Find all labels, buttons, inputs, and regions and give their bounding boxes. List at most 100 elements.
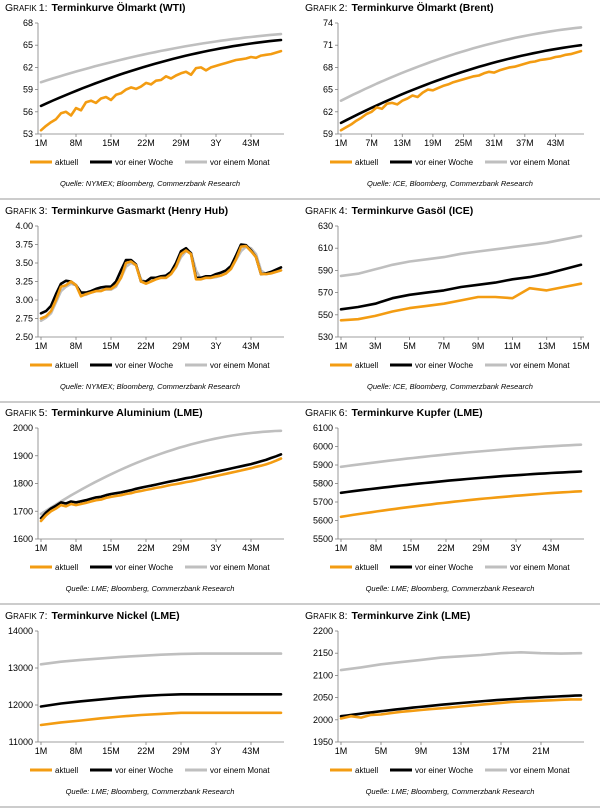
chart-label-prefix-rest: RAFIK — [13, 409, 37, 418]
y-tick-label: 14000 — [8, 626, 33, 636]
x-tick-label: 43M — [242, 543, 260, 553]
series-line-aktuell — [39, 711, 283, 726]
y-tick-label: 3.75 — [15, 239, 33, 249]
legend-label: vor einer Woche — [115, 158, 174, 167]
chart-number: 2: — [339, 2, 348, 14]
series-line-aktuell — [39, 49, 283, 132]
x-tick-label: 29M — [172, 138, 190, 148]
legend-label: vor einem Monat — [510, 158, 570, 167]
series-line-monat — [339, 443, 583, 469]
chart-title: GRAFIK 4: Terminkurve Gasöl (ICE) — [305, 205, 473, 217]
series-line-aktuell — [339, 49, 583, 132]
y-tick-label: 59 — [323, 129, 333, 139]
legend-label: vor einem Monat — [210, 158, 270, 167]
chart-label-prefix: G — [5, 2, 13, 14]
chart-number: 3: — [39, 205, 48, 217]
y-tick-label: 3.25 — [15, 276, 33, 286]
y-tick-label: 56 — [23, 107, 33, 117]
x-tick-label: 9M — [472, 341, 485, 351]
x-tick-label: 43M — [542, 543, 560, 553]
legend-label: aktuell — [355, 563, 378, 572]
x-tick-label: 13M — [538, 341, 556, 351]
y-tick-label: 2.75 — [15, 313, 33, 323]
y-tick-label: 1700 — [13, 506, 33, 516]
series-line-monat — [39, 651, 283, 666]
chart-label-prefix: G — [305, 205, 313, 217]
chart-label-prefix-rest: RAFIK — [313, 4, 337, 13]
chart-svg: GRAFIK 3: Terminkurve Gasmarkt (Henry Hub)… — [0, 205, 300, 402]
x-tick-label: 29M — [172, 543, 190, 553]
chart-panel-7: GRAFIK 7: Terminkurve Nickel (LME) 11000 120… — [0, 608, 300, 810]
chart-title-text: Terminkurve Gasöl (ICE) — [352, 205, 474, 217]
x-tick-label: 5M — [403, 341, 416, 351]
series-line-monat — [339, 650, 583, 671]
y-tick-label: 74 — [323, 18, 333, 28]
y-tick-label: 6000 — [313, 442, 333, 452]
chart-source: Quelle: LME; Bloomberg, Commerzbank Rese… — [66, 584, 235, 593]
chart-panel-1: GRAFIK 1: Terminkurve Ölmarkt (WTI) 53 56 59 6… — [0, 0, 300, 203]
x-tick-label: 8M — [370, 543, 383, 553]
chart-number: 1: — [39, 2, 48, 14]
x-tick-label: 22M — [137, 341, 155, 351]
y-tick-label: 2100 — [313, 670, 333, 680]
x-tick-label: 43M — [242, 138, 260, 148]
chart-label-prefix-rest: RAFIK — [313, 409, 337, 418]
chart-label-prefix: G — [305, 610, 313, 622]
chart-svg: GRAFIK 8: Terminkurve Zink (LME) 1950 2000 20… — [300, 610, 600, 807]
chart-svg: GRAFIK 2: Terminkurve Ölmarkt (Brent) 59 62 6… — [300, 1, 600, 200]
x-tick-label: 3Y — [210, 341, 221, 351]
y-tick-label: 2.50 — [15, 332, 33, 342]
x-tick-label: 1M — [35, 746, 48, 756]
chart-title: GRAFIK 1: Terminkurve Ölmarkt (WTI) — [5, 1, 186, 14]
chart-title: GRAFIK 2: Terminkurve Ölmarkt (Brent) — [305, 1, 494, 14]
chart-svg: GRAFIK 4: Terminkurve Gasöl (ICE) 530 550 570… — [300, 205, 600, 402]
x-tick-label: 15M — [102, 341, 120, 351]
series-line-monat — [39, 429, 283, 516]
y-tick-label: 2150 — [313, 648, 333, 658]
chart-label-prefix-rest: RAFIK — [13, 4, 37, 13]
y-tick-label: 3.50 — [15, 258, 33, 268]
y-tick-label: 12000 — [8, 700, 33, 710]
chart-panel-8: GRAFIK 8: Terminkurve Zink (LME) 1950 2000 20… — [300, 608, 600, 810]
y-tick-label: 13000 — [8, 663, 33, 673]
y-tick-label: 570 — [318, 287, 333, 297]
chart-title-text: Terminkurve Kupfer (LME) — [352, 407, 483, 419]
legend-label: vor einem Monat — [510, 361, 570, 370]
legend-label: aktuell — [355, 158, 378, 167]
chart-label-prefix: G — [5, 205, 13, 217]
y-tick-label: 5600 — [313, 516, 333, 526]
y-tick-label: 2000 — [13, 423, 33, 433]
x-tick-label: 19M — [424, 138, 442, 148]
chart-source: Quelle: ICE, Bloomberg, Commerzbank Rese… — [367, 382, 533, 391]
y-tick-label: 530 — [318, 332, 333, 342]
x-tick-label: 21M — [532, 746, 550, 756]
x-tick-label: 3Y — [210, 746, 221, 756]
chart-number: 5: — [39, 407, 48, 419]
series-line-aktuell — [339, 281, 583, 322]
x-tick-label: 15M — [102, 138, 120, 148]
legend-label: vor einer Woche — [115, 361, 174, 370]
chart-label-prefix-rest: RAFIK — [313, 207, 337, 216]
x-tick-label: 7M — [438, 341, 451, 351]
y-tick-label: 65 — [323, 85, 333, 95]
x-tick-label: 29M — [172, 746, 190, 756]
y-tick-label: 1600 — [13, 534, 33, 544]
chart-title: GRAFIK 5: Terminkurve Aluminium (LME) — [5, 407, 203, 419]
series-line-monat — [339, 234, 583, 277]
x-tick-label: 29M — [172, 341, 190, 351]
y-tick-label: 3.00 — [15, 295, 33, 305]
y-tick-label: 2000 — [313, 714, 333, 724]
legend-label: aktuell — [355, 361, 378, 370]
chart-panel-6: GRAFIK 6: Terminkurve Kupfer (LME) 5500 5600… — [300, 405, 600, 608]
chart-label-prefix: G — [5, 407, 13, 419]
x-tick-label: 22M — [137, 138, 155, 148]
y-tick-label: 610 — [318, 243, 333, 253]
series-line-woche — [339, 43, 583, 125]
series-line-woche — [39, 453, 283, 520]
chart-title: GRAFIK 6: Terminkurve Kupfer (LME) — [305, 407, 483, 419]
series-line-aktuell — [39, 457, 283, 523]
legend-label: vor einem Monat — [210, 563, 270, 572]
chart-source: Quelle: LME; Bloomberg, Commerzbank Rese… — [366, 787, 535, 796]
x-tick-label: 17M — [492, 746, 510, 756]
series-line-woche — [339, 470, 583, 495]
